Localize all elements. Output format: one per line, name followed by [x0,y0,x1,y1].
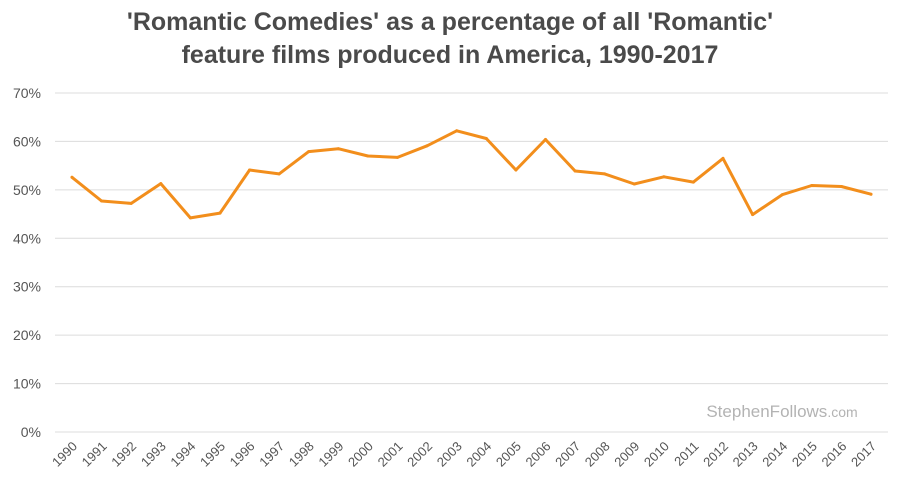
x-tick-label: 2008 [582,439,613,470]
y-tick-label: 60% [13,133,41,149]
data-point-2012 [721,156,725,160]
data-point-2000 [366,154,370,158]
gridlines [55,92,888,433]
x-tick-label: 1991 [79,439,110,470]
data-point-2007 [573,169,577,173]
x-tick-label: 2017 [848,439,879,470]
y-tick-label: 70% [13,85,41,101]
y-tick-label: 50% [13,182,41,198]
data-point-2003 [455,129,459,133]
data-point-2005 [514,168,518,172]
x-tick-label: 2005 [493,439,524,470]
x-tick-label: 2016 [818,439,849,470]
watermark-suffix: .com [827,404,857,420]
watermark-main: StephenFollows [706,402,827,421]
x-tick-label: 2010 [641,439,672,470]
x-tick-label: 1998 [286,439,317,470]
chart-title: 'Romantic Comedies' as a percentage of a… [0,6,900,72]
data-point-2008 [603,172,607,176]
data-point-2013 [751,213,755,217]
chart-title-line-1: 'Romantic Comedies' as a percentage of a… [126,8,774,36]
x-tick-label: 1994 [167,439,198,470]
y-tick-label: 0% [21,424,41,440]
x-tick-label: 1996 [227,439,258,470]
x-tick-label: 1993 [138,439,169,470]
x-tick-label: 2015 [789,439,820,470]
watermark: StephenFollows.com [706,402,857,421]
x-axis-ticks: 1990199119921993199419951996199719981999… [49,439,879,470]
x-tick-label: 1999 [315,439,346,470]
x-tick-label: 2000 [345,439,376,470]
x-tick-label: 2013 [730,439,761,470]
series-line [70,129,873,220]
data-point-1990 [70,175,74,179]
x-tick-label: 2001 [375,439,406,470]
x-tick-label: 1990 [49,439,80,470]
data-point-2002 [425,144,429,148]
data-point-2006 [544,138,547,141]
x-tick-label: 1992 [108,439,139,470]
x-tick-label: 2007 [552,439,583,470]
data-point-2015 [810,184,814,187]
y-tick-label: 40% [13,230,41,246]
data-point-1995 [218,211,222,215]
data-point-2014 [780,193,784,197]
x-tick-label: 2004 [463,439,494,470]
x-tick-label: 1997 [256,439,287,470]
data-point-2016 [839,185,843,188]
y-tick-label: 20% [13,327,41,343]
data-point-1998 [307,150,311,154]
data-point-1992 [129,201,133,205]
data-point-2010 [662,175,666,179]
x-tick-label: 2009 [611,439,642,470]
y-tick-label: 10% [13,376,41,392]
x-tick-label: 2002 [404,439,435,470]
data-point-2011 [691,180,695,184]
x-tick-label: 2011 [671,439,701,469]
data-point-1993 [159,182,163,186]
x-tick-label: 2012 [700,439,731,470]
data-point-1997 [277,172,281,176]
series-layer [70,129,873,220]
y-tick-label: 30% [13,279,41,295]
data-point-2004 [484,137,488,140]
x-tick-label: 2003 [434,439,465,470]
data-point-1994 [188,216,192,220]
data-point-2009 [632,182,636,186]
data-point-1999 [336,147,340,151]
x-tick-label: 1995 [197,439,228,470]
x-tick-label: 2006 [523,439,554,470]
chart-title-line-2: feature films produced in America, 1990-… [181,41,719,69]
data-point-1991 [100,199,104,203]
data-point-2017 [869,192,873,196]
data-point-2001 [396,155,399,159]
y-axis-ticks: 0% 10% 20% 30% 40% 50% 60% 70% [13,85,41,440]
data-point-1996 [248,168,252,172]
x-tick-label: 2014 [759,439,790,470]
